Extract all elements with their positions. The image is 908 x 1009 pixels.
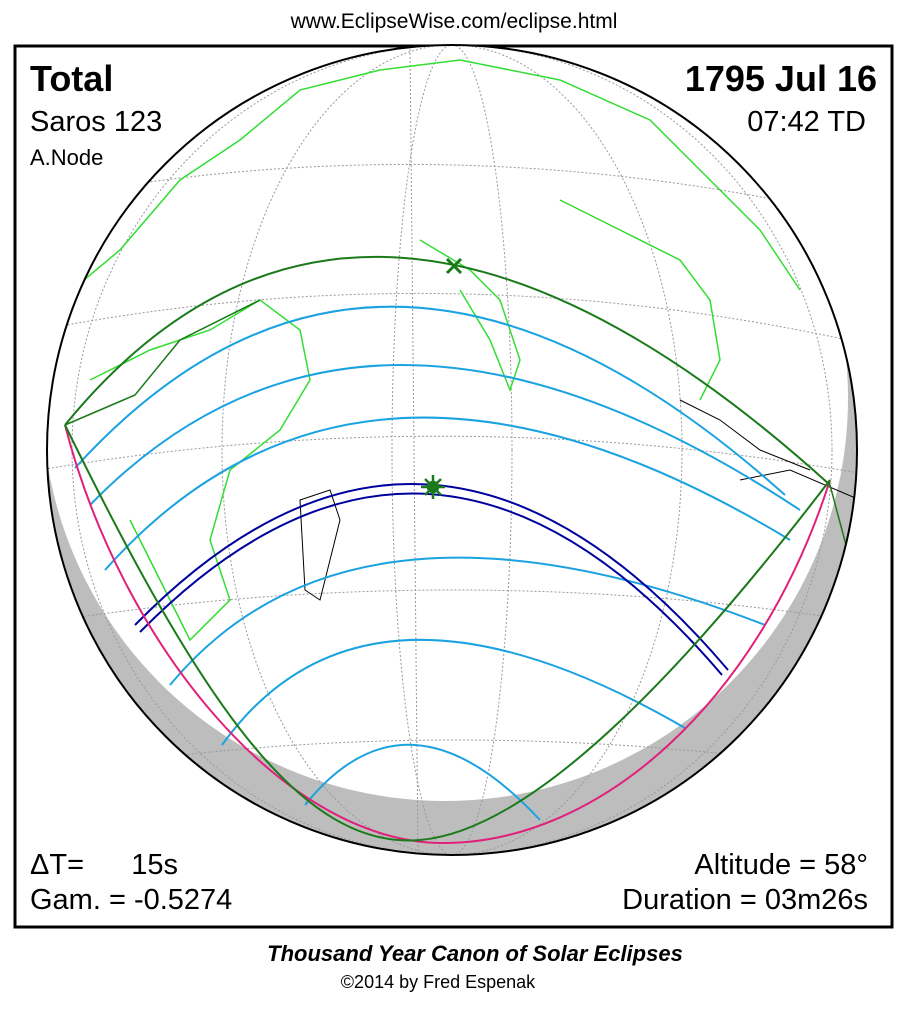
altitude: Altitude = 58° bbox=[694, 849, 868, 881]
node: A.Node bbox=[30, 145, 103, 170]
greatest-duration-marker bbox=[421, 475, 445, 499]
url: www.EclipseWise.com/eclipse.html bbox=[290, 10, 618, 33]
globe bbox=[47, 45, 857, 855]
greatest-eclipse-marker bbox=[445, 257, 463, 275]
saros: Saros 123 bbox=[30, 106, 162, 138]
globe-outline bbox=[46, 44, 858, 856]
footer-title: Thousand Year Canon of Solar Eclipses bbox=[267, 941, 683, 966]
eclipse-type: Total bbox=[30, 58, 113, 99]
gamma: Gam. = -0.5274 bbox=[30, 884, 232, 916]
time: 07:42 TD bbox=[747, 106, 866, 138]
eclipse-date: 1795 Jul 16 bbox=[685, 58, 877, 99]
delta-t-label: ΔT= bbox=[30, 849, 84, 881]
duration: Duration = 03m26s bbox=[622, 884, 868, 916]
footer-credit: ©2014 by Fred Espenak bbox=[341, 972, 536, 992]
delta-t: 15s bbox=[131, 849, 178, 881]
